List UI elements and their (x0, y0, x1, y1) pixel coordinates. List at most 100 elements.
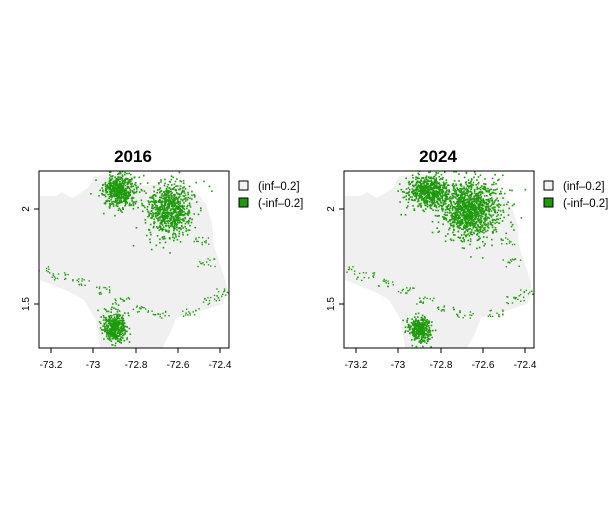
green-pixel (173, 196, 175, 198)
green-pixel (442, 216, 444, 218)
green-pixel (165, 225, 168, 227)
green-pixel (439, 199, 441, 202)
green-pixel (461, 209, 463, 212)
green-pixel (113, 324, 115, 327)
green-pixel (487, 222, 490, 224)
green-pixel (138, 176, 141, 179)
green-pixel (431, 299, 434, 302)
green-pixel (455, 223, 458, 225)
green-pixel (424, 296, 426, 298)
green-pixel (173, 224, 176, 226)
green-pixel (468, 203, 471, 206)
green-pixel (116, 182, 118, 184)
green-pixel (469, 243, 471, 246)
green-pixel (474, 218, 476, 221)
green-pixel (490, 215, 493, 218)
green-pixel (110, 203, 113, 205)
green-pixel (468, 182, 471, 185)
green-pixel (498, 203, 500, 205)
green-pixel (124, 333, 126, 335)
green-pixel (202, 236, 204, 239)
green-pixel (373, 274, 375, 276)
green-pixel (156, 212, 158, 215)
green-pixel (434, 187, 437, 189)
green-pixel (180, 180, 183, 183)
green-pixel (409, 328, 411, 330)
green-pixel (148, 214, 150, 217)
green-pixel (166, 199, 169, 201)
green-pixel (111, 306, 113, 309)
green-pixel (153, 194, 155, 197)
green-pixel (484, 227, 486, 229)
green-pixel (408, 194, 410, 197)
green-pixel (205, 299, 207, 301)
green-pixel (182, 227, 184, 229)
green-pixel (119, 323, 121, 325)
green-pixel (117, 209, 120, 211)
green-pixel (117, 320, 120, 322)
green-pixel (166, 193, 169, 195)
green-pixel (425, 178, 428, 181)
green-pixel (444, 217, 447, 219)
green-pixel (189, 312, 191, 315)
green-pixel (127, 186, 130, 189)
green-pixel (502, 310, 504, 313)
green-pixel (158, 209, 160, 212)
green-pixel (435, 179, 437, 181)
green-pixel (104, 330, 106, 332)
green-pixel (505, 266, 508, 268)
green-pixel (174, 180, 177, 183)
green-pixel (483, 218, 486, 220)
green-pixel (487, 187, 489, 190)
green-pixel (178, 205, 181, 207)
green-pixel (198, 308, 200, 310)
green-pixel (174, 209, 177, 211)
green-pixel (103, 338, 105, 340)
green-pixel (378, 285, 380, 287)
green-pixel (500, 239, 503, 241)
green-pixel (176, 197, 179, 200)
green-pixel (175, 196, 178, 199)
green-pixel (113, 191, 116, 194)
green-pixel (476, 198, 478, 200)
green-pixel (372, 272, 374, 274)
green-pixel (432, 190, 434, 193)
green-pixel (166, 220, 169, 222)
green-pixel (465, 215, 468, 218)
green-pixel (412, 287, 414, 289)
green-pixel (173, 183, 176, 185)
green-pixel (129, 333, 132, 335)
green-pixel (160, 181, 162, 183)
green-pixel (116, 178, 119, 180)
green-pixel (181, 218, 184, 221)
green-pixel (183, 205, 185, 208)
green-pixel (126, 186, 129, 188)
green-pixel (492, 191, 494, 194)
green-pixel (178, 219, 181, 221)
green-pixel (433, 177, 435, 180)
green-pixel (139, 183, 142, 185)
green-pixel (108, 286, 111, 288)
green-pixel (501, 187, 503, 190)
green-pixel (449, 200, 451, 202)
green-pixel (118, 193, 120, 195)
green-pixel (421, 325, 423, 327)
green-pixel (464, 159, 466, 161)
green-pixel (417, 324, 419, 327)
green-pixel (439, 197, 441, 200)
green-pixel (432, 199, 435, 202)
green-pixel (476, 187, 479, 190)
green-pixel (487, 202, 489, 205)
green-pixel (179, 200, 181, 203)
green-pixel (104, 328, 107, 331)
green-pixel (451, 193, 453, 195)
green-pixel (115, 303, 118, 305)
green-pixel (479, 237, 481, 240)
green-pixel (476, 196, 478, 198)
green-pixel (149, 201, 152, 203)
green-pixel (455, 197, 457, 199)
green-pixel (428, 194, 430, 196)
green-pixel (459, 187, 461, 190)
green-pixel (435, 177, 437, 179)
green-pixel (503, 192, 506, 195)
